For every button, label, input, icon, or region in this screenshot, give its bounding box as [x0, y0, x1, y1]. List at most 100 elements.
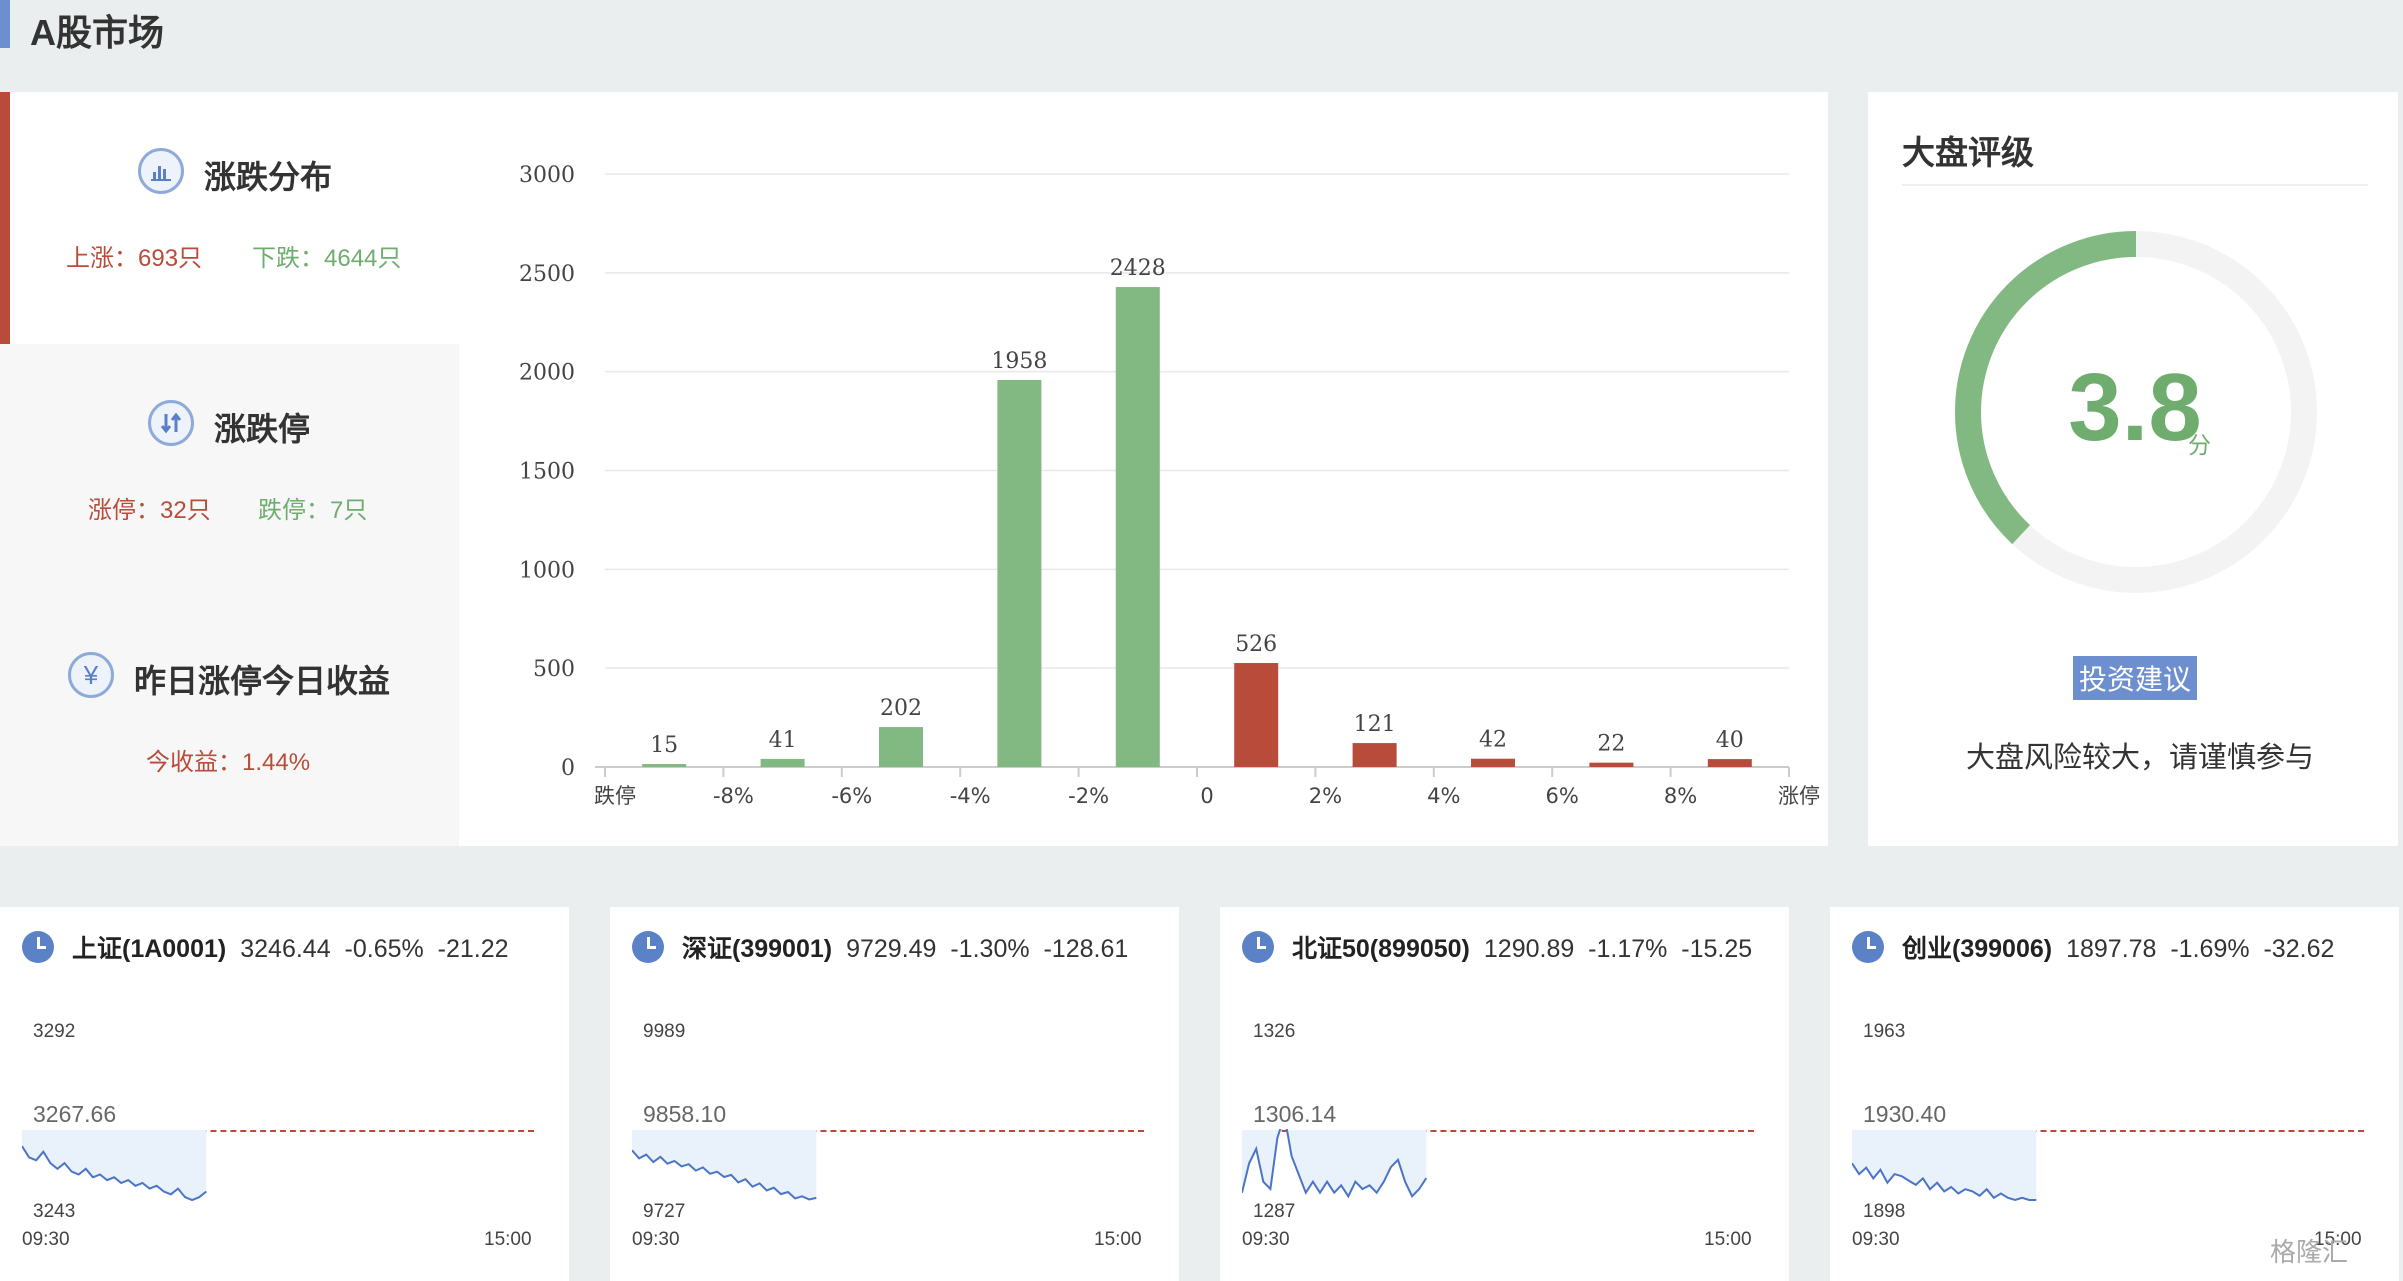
rating-panel: [1868, 92, 2398, 846]
bar: [642, 764, 687, 767]
bar-value-label: 1958: [991, 349, 1047, 374]
intraday-chart: [1852, 1130, 2037, 1202]
limits-title: 涨跌停: [214, 411, 311, 447]
index-price: 9729.49: [846, 935, 937, 963]
bar-chart-icon: [138, 148, 184, 194]
clock-icon: [1852, 931, 1884, 963]
limit-down-count: 跌停：7只: [258, 497, 368, 524]
axis-low: 9727: [643, 1201, 686, 1222]
bar: [1589, 762, 1634, 767]
x-tick-label: 跌停: [594, 784, 636, 808]
intraday-chart: [632, 1130, 817, 1201]
intraday-line: [1852, 1162, 2037, 1202]
index-name: 上证(1A0001): [72, 935, 227, 963]
prev-close: 1930.40: [1863, 1101, 1947, 1127]
index-pct: -0.65%: [344, 935, 424, 963]
y-tick-label: 2500: [519, 262, 575, 287]
bar-value-label: 40: [1716, 728, 1744, 753]
index-pct: -1.17%: [1588, 935, 1668, 963]
axis-high: 9989: [643, 1021, 686, 1042]
index-change: -128.61: [1043, 935, 1129, 963]
bar-value-label: 526: [1235, 632, 1277, 657]
bar: [997, 379, 1042, 767]
y-tick-label: 500: [533, 657, 575, 682]
intraday-area: [1242, 1129, 1427, 1197]
x-tick-label: -2%: [1068, 784, 1109, 808]
y-tick-label: 1000: [519, 558, 575, 583]
prev-close-line: [1852, 1130, 2364, 1132]
bar: [1115, 287, 1160, 767]
up-down-arrows-icon: [148, 400, 194, 446]
index-card-cy[interactable]: 创业(399006) 1897.78 -1.69% -32.62 1963 193…: [1830, 907, 2399, 1281]
prev-close-line: [632, 1130, 1144, 1132]
bar-value-label: 42: [1479, 728, 1507, 753]
axis-start-time: 09:30: [632, 1229, 680, 1250]
index-pct: -1.69%: [2170, 935, 2250, 963]
prev-close-line: [1242, 1130, 1754, 1132]
index-name: 创业(399006): [1902, 935, 2053, 963]
index-change: -21.22: [437, 935, 509, 963]
axis-start-time: 09:30: [1852, 1229, 1900, 1250]
axis-high: 1326: [1253, 1021, 1296, 1042]
x-tick-label: -8%: [713, 784, 754, 808]
yesterday-title: 昨日涨停今日收益: [134, 663, 391, 699]
axis-low: 1287: [1253, 1201, 1296, 1222]
header-accent-bar: [0, 0, 10, 48]
prev-close: 1306.14: [1253, 1101, 1337, 1127]
intraday-area: [632, 1130, 817, 1200]
index-pct: -1.30%: [950, 935, 1030, 963]
bar-value-label: 41: [769, 728, 797, 753]
bar: [1234, 663, 1279, 767]
clock-icon: [1242, 931, 1274, 963]
down-count: 下跌：4644只: [252, 245, 402, 272]
distribution-title: 涨跌分布: [204, 159, 333, 195]
bar-value-label: 202: [880, 696, 922, 721]
bar-value-label: 121: [1354, 712, 1396, 737]
axis-low: 1898: [1863, 1201, 1906, 1222]
y-tick-label: 2000: [519, 361, 575, 386]
axis-start-time: 09:30: [1242, 1229, 1290, 1250]
rating-divider: [1902, 184, 2368, 186]
bar: [760, 758, 805, 767]
bar: [1707, 759, 1752, 767]
intraday-line: [632, 1149, 817, 1201]
limits-and-returns-block: [0, 344, 459, 846]
index-card-sh[interactable]: 上证(1A0001) 3246.44 -0.65% -21.22 3292 326…: [0, 907, 569, 1281]
bar-value-label: 2428: [1110, 256, 1166, 281]
x-tick-label: 0: [1200, 784, 1213, 808]
index-change: -15.25: [1681, 935, 1753, 963]
axis-end-time: 15:00: [2314, 1229, 2362, 1250]
index-card-sz[interactable]: 深证(399001) 9729.49 -1.30% -128.61 9989 98…: [610, 907, 1179, 1281]
watermark-logo: 格隆汇: [2270, 1237, 2349, 1267]
rating-score: 3.8: [2068, 354, 2202, 461]
clock-icon: [632, 931, 664, 963]
rating-gauge: [1955, 231, 2317, 593]
axis-end-time: 15:00: [1094, 1229, 1142, 1250]
intraday-area: [1852, 1130, 2037, 1200]
clock-icon: [22, 931, 54, 963]
prev-close: 9858.10: [643, 1101, 727, 1127]
bar-value-label: 15: [650, 733, 678, 758]
intraday-line: [22, 1145, 207, 1202]
index-price: 3246.44: [240, 935, 331, 963]
x-tick-label: 8%: [1664, 784, 1697, 808]
axis-end-time: 15:00: [1704, 1229, 1752, 1250]
intraday-chart: [1242, 1129, 1428, 1199]
yesterday-return: 今收益：1.44%: [146, 749, 311, 776]
rating-title: 大盘评级: [1902, 134, 2034, 171]
x-tick-label: 涨停: [1778, 784, 1820, 808]
rating-unit: 分: [2188, 432, 2211, 458]
y-tick-label: 1500: [519, 460, 575, 485]
x-tick-label: -6%: [831, 784, 872, 808]
index-card-bj50[interactable]: 北证50(899050) 1290.89 -1.17% -15.25 1326 1…: [1220, 907, 1789, 1281]
y-tick-label: 3000: [519, 163, 575, 188]
index-price: 1290.89: [1483, 935, 1575, 963]
index-change: -32.62: [2263, 935, 2335, 963]
bar: [1471, 758, 1515, 767]
advice-badge: 投资建议: [2073, 656, 2198, 700]
axis-high: 3292: [33, 1021, 76, 1042]
prev-close-line: [22, 1130, 534, 1132]
x-tick-label: 2%: [1309, 784, 1342, 808]
bar: [879, 727, 923, 767]
x-tick-label: -4%: [950, 784, 991, 808]
